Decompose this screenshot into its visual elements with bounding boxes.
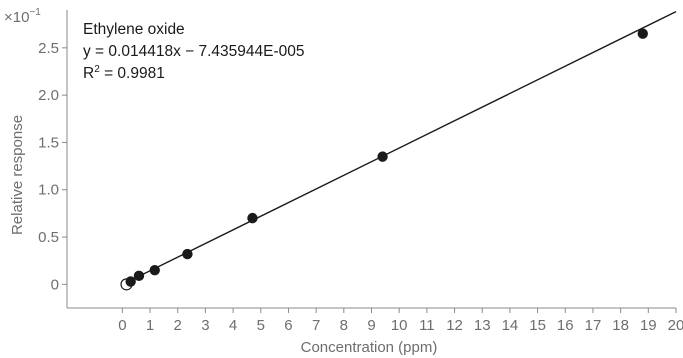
x-tick-label: 2 bbox=[174, 317, 182, 334]
data-point bbox=[133, 270, 145, 282]
y-tick-label: 0 bbox=[51, 276, 59, 293]
x-tick-label: 19 bbox=[640, 317, 657, 334]
x-tick-label: 17 bbox=[585, 317, 602, 334]
data-points bbox=[120, 28, 648, 291]
x-tick-label: 14 bbox=[502, 317, 519, 334]
x-tick-label: 4 bbox=[229, 317, 237, 334]
y-multiplier-exponent: −1 bbox=[29, 7, 41, 18]
x-axis-title: Concentration (ppm) bbox=[301, 339, 438, 356]
regression-equation: y = 0.014418x − 7.435944E-005 bbox=[83, 43, 305, 60]
x-tick-label: 0 bbox=[118, 317, 126, 334]
y-tick-label: 2.5 bbox=[38, 40, 59, 57]
data-point bbox=[182, 248, 193, 260]
x-tick-label: 15 bbox=[529, 317, 546, 334]
x-tick-label: 10 bbox=[391, 317, 408, 334]
fit-line bbox=[122, 10, 677, 286]
data-point bbox=[125, 276, 136, 287]
x-tick-label: 16 bbox=[557, 317, 574, 334]
y-tick-label: 1.5 bbox=[38, 134, 59, 151]
y-tick-label: 0.5 bbox=[38, 229, 59, 246]
r-squared: R2 = 0.9981 bbox=[83, 64, 165, 82]
data-point bbox=[377, 151, 388, 162]
x-tick-label: 18 bbox=[612, 317, 629, 334]
x-tick-label: 13 bbox=[474, 317, 491, 334]
y-multiplier-base: ×10 bbox=[4, 9, 29, 26]
r-squared-value: = 0.9981 bbox=[100, 65, 165, 82]
x-tick-label: 3 bbox=[201, 317, 209, 334]
compound-name: Ethylene oxide bbox=[83, 21, 185, 38]
r-squared-prefix: R bbox=[83, 65, 94, 82]
data-point bbox=[247, 212, 258, 224]
x-tick-label: 6 bbox=[284, 317, 292, 334]
y-axis-title: Relative response bbox=[9, 115, 26, 235]
x-tick-label: 12 bbox=[446, 317, 463, 334]
regression-line bbox=[122, 10, 677, 286]
data-point bbox=[149, 264, 160, 276]
x-tick-label: 8 bbox=[340, 317, 348, 334]
y-axis: 0 0.5 1.0 1.5 2.0 2.5 bbox=[38, 10, 68, 308]
y-tick-label: 2.0 bbox=[38, 87, 59, 104]
x-tick-label: 11 bbox=[419, 317, 435, 334]
x-tick-label: 9 bbox=[367, 317, 375, 334]
x-tick-label: 20 bbox=[668, 317, 683, 334]
y-multiplier-label: ×10−1 bbox=[4, 7, 41, 26]
y-tick-label: 1.0 bbox=[38, 182, 59, 199]
data-point bbox=[637, 28, 648, 39]
x-tick-label: 5 bbox=[257, 317, 265, 334]
x-tick-label: 1 bbox=[146, 317, 154, 334]
x-axis: 0 1 2 3 4 5 6 7 8 9 10 11 12 13 14 15 16 17 18 19 20 bbox=[67, 307, 683, 334]
x-tick-label: 7 bbox=[312, 317, 320, 334]
r-squared-sup: 2 bbox=[94, 64, 100, 75]
